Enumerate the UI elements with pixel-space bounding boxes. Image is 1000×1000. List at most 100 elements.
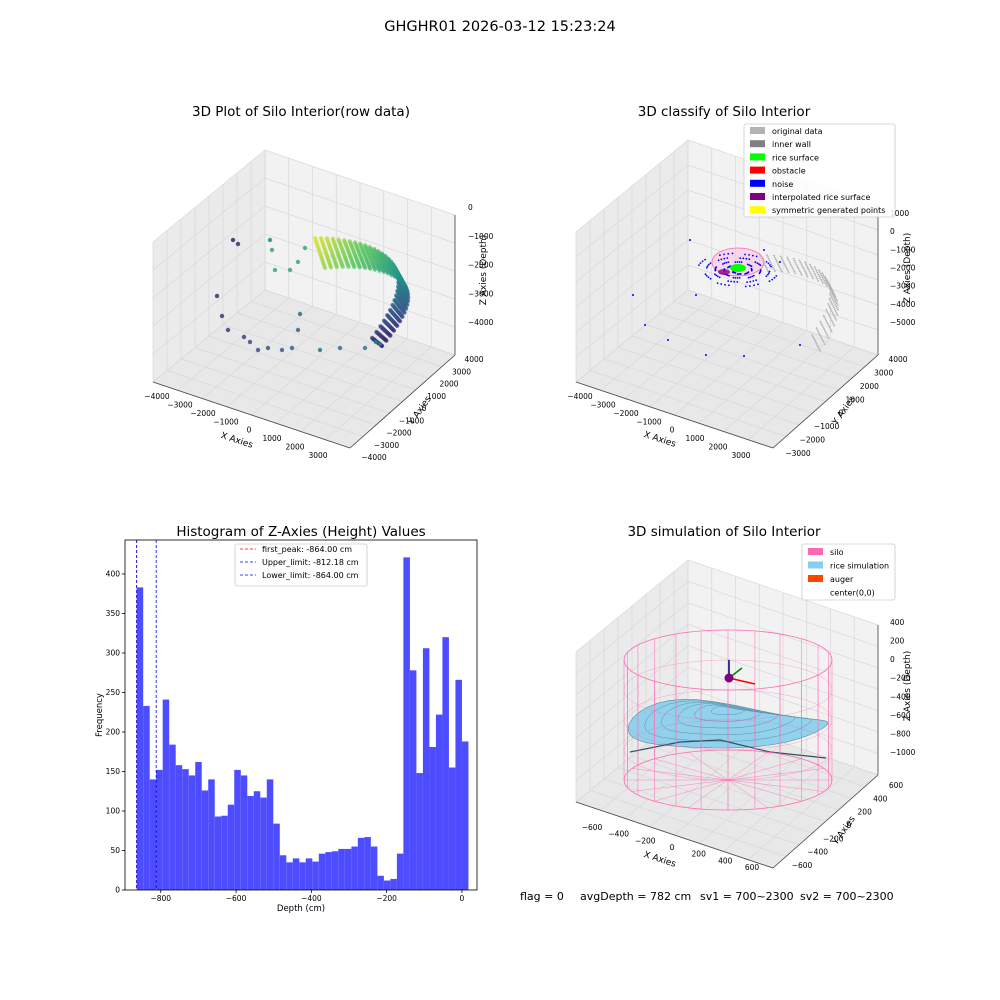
grid-line [589, 370, 787, 437]
original-point [789, 263, 792, 266]
histogram-bar [273, 823, 280, 890]
noise-point [714, 269, 717, 272]
y-tick-label: 400 [106, 569, 121, 578]
original-point [811, 267, 813, 270]
y-tick-label: 0 [115, 886, 120, 895]
raw-point [297, 311, 303, 317]
histogram-bar [136, 587, 144, 890]
noise-point [748, 258, 751, 261]
legend-label: interpolated rice surface [772, 193, 870, 202]
noise-point [748, 254, 750, 256]
silo-floor-spoke [654, 779, 729, 802]
original-point [771, 264, 774, 267]
original-point [829, 292, 831, 295]
original-point [769, 261, 772, 264]
rice-mesh-line [694, 704, 762, 722]
histogram-bar [195, 762, 202, 890]
footer-flag: flag = 0 [520, 890, 564, 903]
simulation-3d-box [575, 559, 879, 869]
noise-point [779, 261, 781, 263]
original-point [832, 304, 834, 307]
x-tick-label: 600 [745, 863, 760, 872]
y-tick-label: 150 [106, 767, 121, 776]
noise-point [705, 274, 708, 277]
raw-point [340, 264, 345, 269]
original-point [799, 272, 802, 274]
original-point [833, 301, 836, 304]
original-point [825, 281, 828, 284]
noise-point [750, 267, 753, 270]
original-point [833, 324, 836, 327]
original-point [818, 348, 821, 351]
noise-point [723, 262, 726, 265]
x-tick-label: −400 [301, 894, 322, 903]
original-point [767, 256, 769, 258]
raw-point [406, 292, 411, 297]
classify-3d-z-ticks: 1000 0 −1000 −2000 −3000 −4000 −5000 [890, 209, 916, 327]
original-point [829, 317, 832, 320]
noise-point [727, 280, 730, 282]
legend-swatch [750, 127, 765, 134]
noise-point [765, 275, 768, 277]
original-point [772, 266, 775, 269]
original-point [809, 263, 812, 266]
histogram-bar [461, 741, 469, 890]
y-tick-label: 50 [110, 846, 120, 855]
x-tick-label: 200 [692, 850, 707, 859]
original-point [826, 335, 829, 337]
noise-point [734, 261, 737, 263]
original-point [796, 265, 798, 267]
original-point [817, 279, 820, 282]
raw-point [389, 272, 394, 277]
noise-point [753, 274, 755, 277]
original-point [822, 341, 825, 344]
grid-line [166, 370, 364, 437]
silo-floor-spoke [727, 779, 825, 792]
original-point [831, 290, 834, 292]
original-point [823, 279, 826, 282]
x-tick-label: −800 [150, 894, 171, 903]
original-point [821, 339, 824, 342]
grid-line [575, 645, 879, 738]
raw-point [235, 241, 241, 247]
histogram-bar [201, 790, 209, 890]
noise-point [701, 260, 704, 263]
panel-raw-3d: 3D Plot of Silo Interior(row data) −4000… [144, 104, 493, 462]
original-point [811, 275, 814, 278]
noise-point [632, 294, 634, 296]
original-point [786, 269, 789, 272]
noise-point [767, 262, 770, 265]
original-point [829, 327, 831, 329]
noise-point [728, 284, 730, 287]
noise-point [695, 294, 697, 296]
grid-line [603, 778, 800, 846]
original-point [822, 326, 824, 328]
original-point [835, 319, 838, 321]
histogram-bar [318, 853, 326, 890]
noise-point [755, 279, 757, 282]
y-tick-label: 0 [422, 404, 427, 413]
z-tick-label: −2000 [468, 261, 494, 270]
simulation-x-axis-label: X Axies [642, 850, 677, 870]
y-tick-label: 0 [847, 821, 852, 830]
z-tick-label: 0 [890, 227, 895, 236]
grid-line [222, 324, 416, 391]
original-point [812, 270, 815, 273]
original-point [810, 265, 812, 268]
x-tick-label: −4000 [567, 392, 593, 401]
legend-swatch [808, 548, 823, 555]
noise-point [736, 277, 739, 279]
raw-point [219, 313, 225, 319]
original-point [817, 273, 820, 276]
simulation-legend-box [801, 543, 896, 601]
histogram-bar [234, 769, 241, 890]
original-point [794, 272, 797, 275]
noise-point [771, 278, 774, 281]
original-point [825, 308, 828, 311]
grid-line [575, 559, 879, 653]
raw-point [377, 268, 382, 273]
grid-line [180, 358, 377, 426]
original-point [804, 261, 806, 264]
original-point [815, 269, 818, 272]
histogram-bar [383, 880, 391, 890]
